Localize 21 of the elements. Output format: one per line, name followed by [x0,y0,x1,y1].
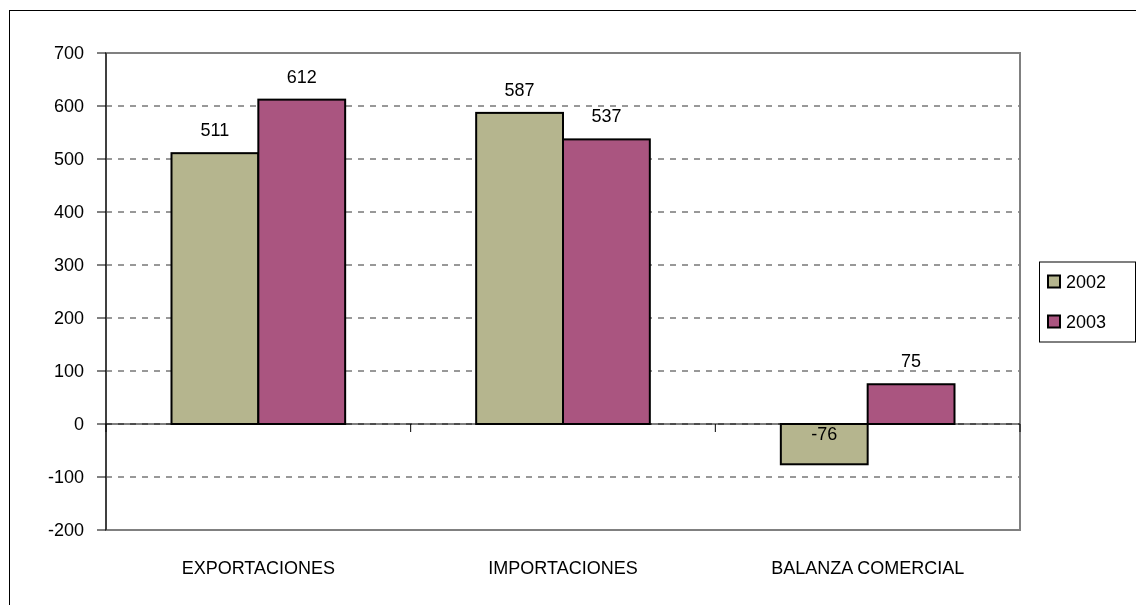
y-tick-label: 500 [53,149,84,169]
x-tick-label: IMPORTACIONES [488,558,638,578]
x-tick-label: BALANZA COMERCIAL [771,558,965,578]
y-tick-label: 300 [53,255,84,275]
y-tick-label: 200 [53,308,84,328]
y-tick-label: 400 [53,202,84,222]
data-label: -76 [811,424,838,444]
y-tick-label: 700 [53,43,84,63]
data-label: 537 [591,106,622,127]
data-label: 587 [504,79,535,100]
y-tick-label: 0 [73,414,84,434]
y-tick-label: 600 [53,96,84,116]
data-label: 75 [901,351,922,372]
y-tick-label: -200 [47,520,84,540]
data-label: 612 [286,66,317,87]
y-tick-label: 100 [53,361,84,381]
x-tick-label: EXPORTACIONES [181,558,336,578]
legend-label: 2002 [1066,271,1107,292]
y-tick-label: -100 [47,467,84,487]
legend-label: 2003 [1066,311,1107,332]
data-label: 511 [200,120,230,141]
